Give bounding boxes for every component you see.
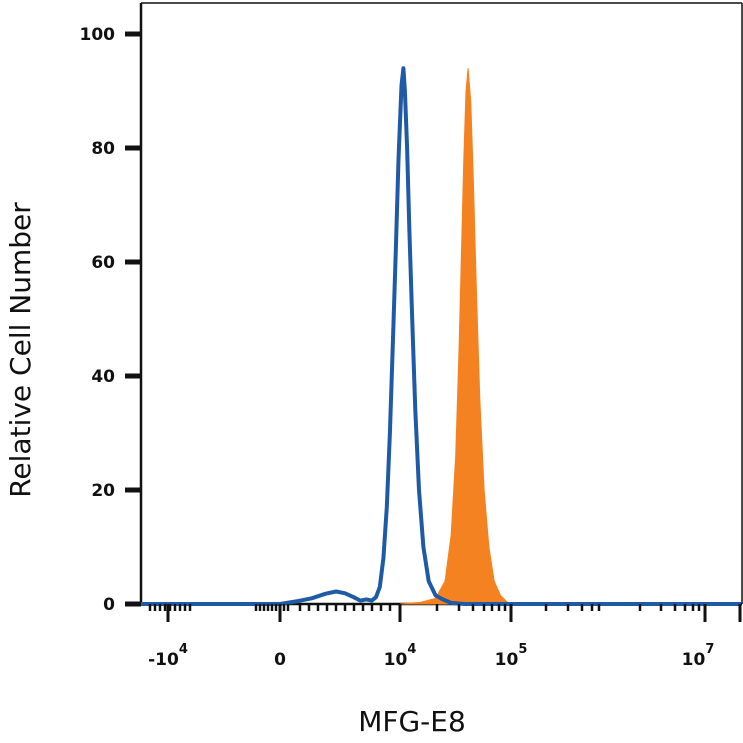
y-tick-label: 60 bbox=[91, 253, 115, 273]
y-tick-label: 100 bbox=[80, 25, 116, 45]
x-tick-label: 104 bbox=[384, 642, 417, 670]
y-ticks: 0 20 40 60 80 100 bbox=[80, 25, 141, 615]
series-1-outline-histogram bbox=[139, 66, 741, 606]
series-layer bbox=[139, 66, 741, 606]
x-ticks: -104 0 104 105 107 bbox=[148, 604, 742, 670]
y-tick-label: 40 bbox=[91, 367, 115, 387]
y-axis-title: Relative Cell Number bbox=[4, 202, 37, 498]
y-tick-label: 0 bbox=[103, 595, 115, 615]
x-tick-label: 105 bbox=[495, 642, 528, 670]
plot-frame bbox=[139, 2, 743, 606]
x-tick-label: 0 bbox=[274, 650, 286, 670]
x-tick-label: -104 bbox=[148, 642, 188, 670]
series-0-filled-histogram bbox=[399, 68, 517, 605]
x-axis-title: MFG-E8 bbox=[358, 705, 466, 738]
x-tick-label: 107 bbox=[682, 642, 715, 670]
y-tick-label: 20 bbox=[91, 481, 115, 501]
y-tick-label: 80 bbox=[91, 139, 115, 159]
